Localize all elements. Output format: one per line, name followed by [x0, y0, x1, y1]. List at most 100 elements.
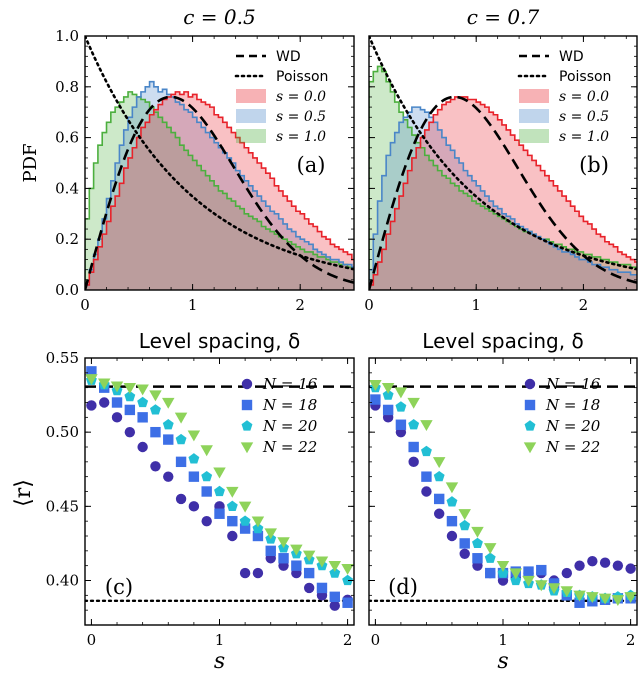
point	[86, 400, 97, 411]
point	[483, 543, 497, 555]
point	[86, 366, 97, 377]
point	[561, 567, 573, 579]
point	[625, 563, 636, 574]
legend: N = 16 N = 18 N = 20 N = 22	[240, 375, 318, 456]
hist-outline-1	[369, 106, 637, 290]
legend-label: s = 0.5	[559, 109, 609, 125]
y-tick-label: 1.0	[55, 27, 79, 45]
y-tick-label: 0.8	[55, 78, 79, 96]
x-axis-label: Level spacing, δ	[139, 329, 300, 353]
point	[574, 597, 585, 608]
point	[238, 501, 252, 513]
legend-marker	[524, 399, 536, 411]
point	[395, 419, 407, 430]
point	[485, 567, 496, 579]
point	[432, 457, 446, 469]
point	[329, 591, 340, 603]
x-tick-label: 2	[626, 631, 636, 649]
point	[163, 471, 174, 482]
point	[586, 592, 599, 604]
point	[111, 412, 123, 423]
y-axis-label: ⟨r⟩	[11, 479, 36, 507]
point	[433, 470, 445, 482]
point	[175, 493, 187, 505]
y-tick-label: 0.0	[55, 281, 79, 299]
point	[303, 582, 315, 594]
point	[446, 496, 458, 507]
panel-label: (c)	[105, 575, 133, 599]
point	[239, 567, 251, 579]
legend-label: N = 16	[262, 375, 318, 393]
point	[329, 600, 340, 611]
point	[341, 563, 354, 575]
point	[137, 396, 149, 408]
point	[381, 382, 395, 394]
hist-outline-2	[369, 65, 637, 290]
plot-content	[369, 380, 637, 608]
x-tick-label: 1	[471, 296, 481, 314]
point	[471, 526, 484, 538]
point	[149, 390, 162, 402]
legend-label: N = 16	[545, 375, 601, 393]
legend-marker	[524, 378, 536, 390]
legend-label: N = 18	[262, 396, 317, 414]
legend-swatch	[519, 129, 549, 143]
point	[227, 515, 238, 527]
point	[227, 530, 238, 542]
point	[420, 445, 432, 457]
point	[459, 548, 470, 559]
point	[612, 560, 624, 571]
point	[342, 597, 353, 608]
point	[547, 583, 561, 595]
point	[163, 434, 174, 445]
axes-frame	[368, 35, 638, 291]
point	[278, 553, 289, 564]
point	[226, 500, 238, 511]
point	[265, 545, 276, 557]
legend-label: s = 0.0	[559, 89, 609, 105]
point	[472, 537, 483, 549]
x-tick-label: 2	[343, 631, 353, 649]
legend-poisson-label: Poisson	[276, 69, 328, 85]
point	[573, 590, 586, 602]
point	[421, 471, 432, 482]
point	[420, 420, 433, 431]
point	[395, 401, 407, 412]
point	[99, 397, 110, 408]
point	[574, 560, 585, 571]
point	[408, 441, 419, 453]
y-tick-label: 0.2	[55, 230, 79, 248]
legend-label: N = 18	[545, 396, 600, 414]
legend-label: N = 22	[262, 438, 317, 456]
point	[252, 522, 264, 534]
point	[445, 482, 459, 494]
point	[459, 519, 471, 531]
point	[587, 556, 598, 567]
x-tick-label: 1	[215, 631, 225, 649]
legend-poisson-label: Poisson	[559, 69, 611, 85]
hist-fill-1	[369, 107, 637, 290]
y-axis-label: PDF	[20, 143, 41, 182]
series-1	[86, 366, 353, 608]
panel-title: c = 0.5	[183, 5, 255, 29]
legend: N = 16 N = 18 N = 20 N = 22	[523, 375, 601, 456]
point	[251, 516, 265, 528]
point	[408, 419, 420, 430]
legend-swatch	[236, 89, 266, 103]
point	[174, 412, 188, 424]
point	[458, 509, 471, 520]
legend-wd-label: WD	[276, 49, 301, 65]
legend-label: N = 22	[545, 438, 600, 456]
point	[535, 580, 548, 592]
point	[433, 508, 445, 519]
point	[162, 419, 174, 430]
point	[136, 384, 149, 396]
x-tick-label: 0	[364, 296, 374, 314]
hist-outline-0	[85, 91, 354, 290]
legend-label: s = 0.0	[276, 89, 326, 105]
plot-area	[369, 36, 637, 290]
plot-content	[85, 36, 354, 290]
point	[523, 566, 534, 577]
poisson-curve	[85, 36, 354, 271]
point	[97, 378, 111, 390]
